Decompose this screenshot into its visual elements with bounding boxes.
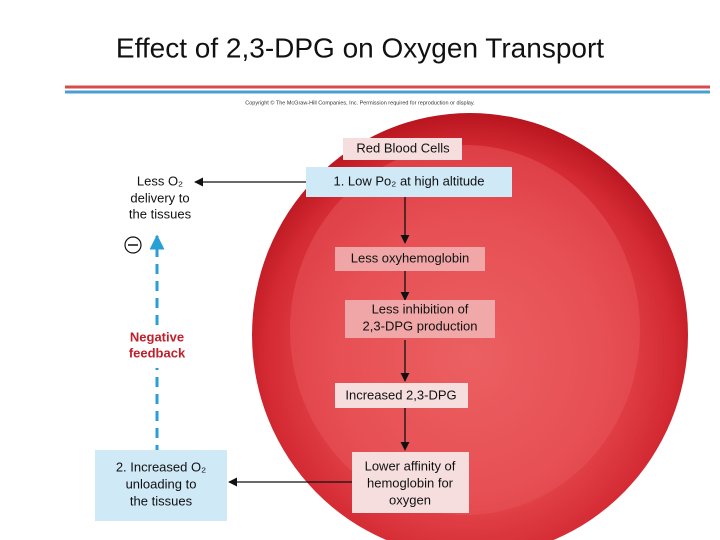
copyright: Copyright © The McGraw-Hill Companies, I…: [245, 99, 475, 106]
label: Negative: [130, 329, 184, 344]
label: 2. Increased O₂: [116, 459, 206, 474]
label: Less oxyhemoglobin: [351, 250, 470, 265]
box: [343, 138, 462, 160]
label: 2,3-DPG production: [363, 318, 478, 333]
label: delivery to: [130, 190, 189, 205]
box: [335, 383, 468, 408]
title: Effect of 2,3-DPG on Oxygen Transport: [116, 32, 604, 63]
box: [95, 450, 227, 521]
label: Less O₂: [137, 173, 183, 188]
label: unloading to: [126, 476, 197, 491]
box: [335, 247, 485, 271]
label: Lower affinity of: [365, 458, 456, 473]
label: 1. Low Po₂ at high altitude: [333, 173, 484, 188]
label: Increased 2,3-DPG: [345, 387, 456, 402]
label: feedback: [129, 345, 186, 360]
label: Red Blood Cells: [356, 140, 450, 155]
label: oxygen: [389, 492, 431, 507]
label: hemoglobin for: [367, 475, 454, 490]
box: [345, 300, 495, 338]
label: the tissues: [130, 493, 193, 508]
box: [352, 452, 469, 513]
box: [306, 167, 512, 197]
label: Less inhibition of: [372, 301, 469, 316]
label: the tissues: [129, 206, 192, 221]
